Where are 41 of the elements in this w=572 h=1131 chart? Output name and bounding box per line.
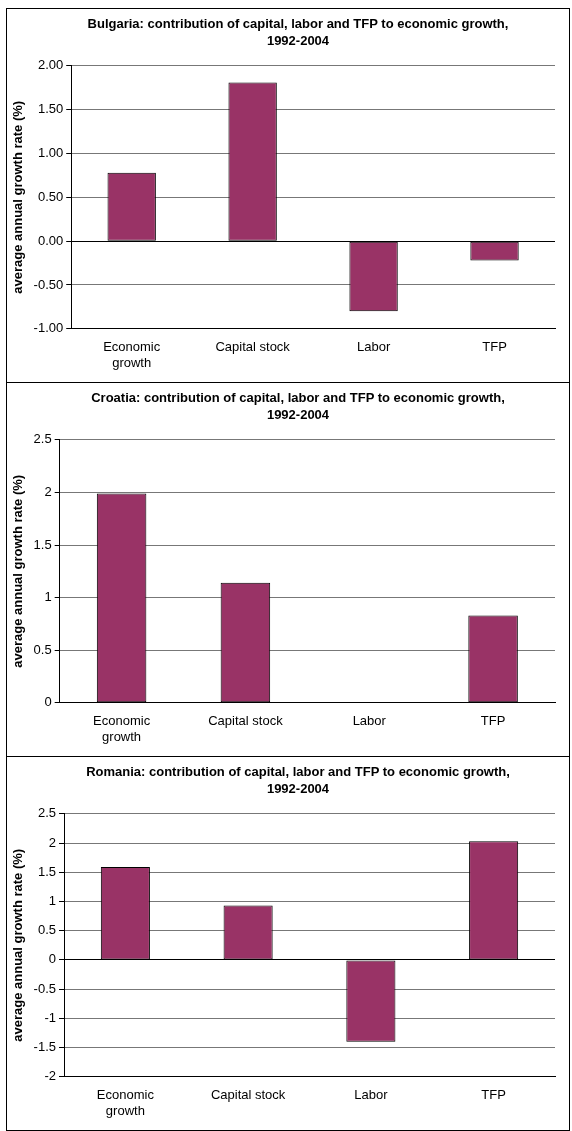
chart-title: Croatia: contribution of capital, labor and TFP to economic growth, 1992-2004 (90, 389, 506, 424)
y-tick-label: -0.50 (33, 276, 64, 292)
y-tick-label: 2.00 (37, 57, 64, 73)
y-tick-label: 0 (44, 694, 52, 710)
y-tick-label: 0 (48, 951, 56, 967)
y-tick-label: 2.5 (37, 805, 56, 821)
y-tick-label: 1 (48, 893, 56, 909)
x-tick-label: Labor (352, 713, 387, 729)
x-tick-label: Capital stock (215, 339, 291, 355)
y-tick-label: 2 (48, 834, 56, 850)
x-tick-label: Capital stock (210, 1087, 286, 1103)
y-tick-label: 0.5 (33, 641, 52, 657)
x-tick-label: TFP (482, 339, 507, 355)
y-tick-label: 1.5 (33, 536, 52, 552)
y-tick-label: 1 (44, 589, 52, 605)
y-tick-label: 1.5 (37, 863, 56, 879)
x-tick-label: TFP (481, 1087, 506, 1103)
y-tick-label: -0.5 (33, 980, 56, 996)
y-tick-label: 1.50 (37, 101, 64, 117)
x-tick-label: TFP (480, 713, 506, 729)
y-tick-label: -1 (44, 1009, 56, 1025)
y-tick-label: 0.00 (37, 232, 64, 248)
y-tick-label: 2.5 (33, 431, 52, 447)
y-tick-label: -1.00 (33, 320, 64, 336)
y-axis-title: average annual growth rate (%) (10, 100, 26, 294)
y-tick-label: -2 (44, 1068, 56, 1084)
x-tick-label: Economic growth (96, 1087, 155, 1118)
x-tick-label: Economic growth (93, 713, 151, 744)
y-tick-label: -1.5 (33, 1039, 56, 1055)
y-axis-title: average annual growth rate (%) (10, 848, 26, 1042)
x-tick-label: Labor (354, 1087, 389, 1103)
y-tick-label: 0.50 (37, 188, 64, 204)
x-tick-label: Economic growth (103, 339, 161, 370)
y-tick-label: 1.00 (37, 145, 64, 161)
y-axis-title: average annual growth rate (%) (10, 474, 26, 668)
chart-title: Bulgaria: contribution of capital, labor and TFP to economic growth, 1992-2004 (86, 15, 510, 50)
y-tick-label: 0.5 (37, 922, 56, 938)
x-tick-label: Labor (356, 339, 391, 355)
x-tick-label: Capital stock (208, 713, 284, 729)
chart-title: Romania: contribution of capital, labor and TFP to economic growth, 1992-2004 (85, 763, 511, 798)
y-tick-label: 2 (44, 483, 52, 499)
